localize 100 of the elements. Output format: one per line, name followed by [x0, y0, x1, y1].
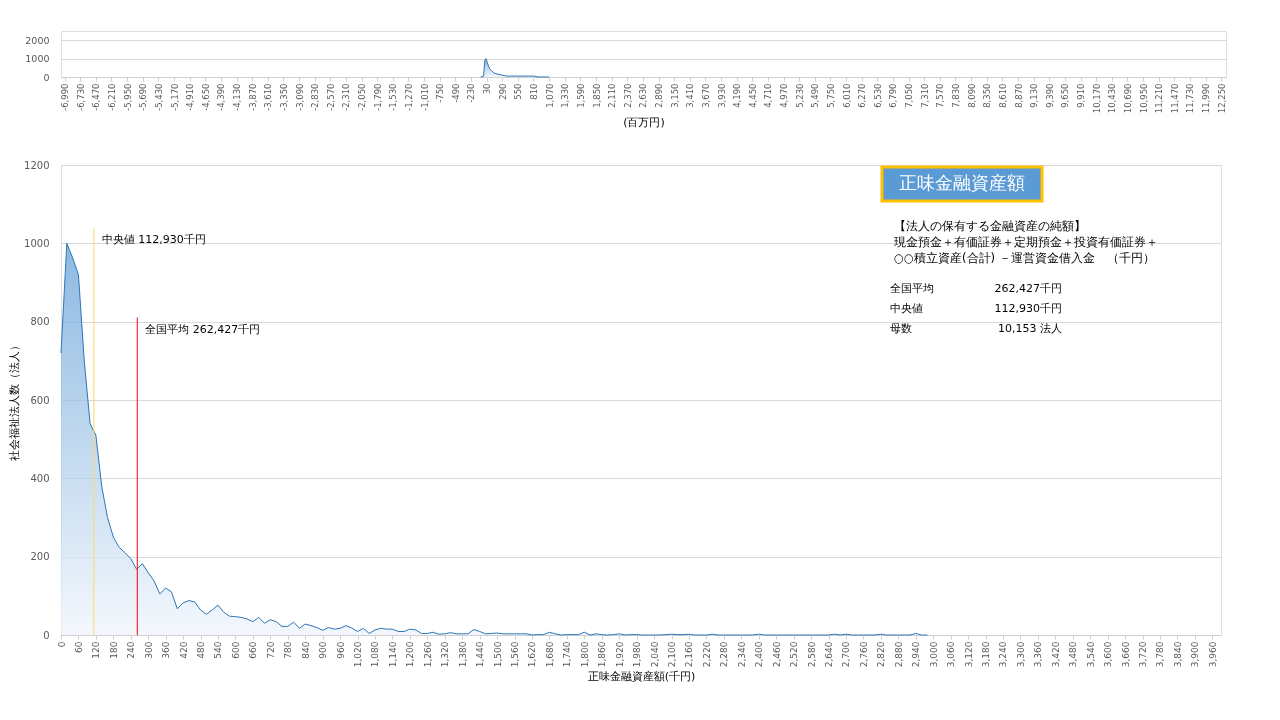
- x-tick-label: -6,730: [75, 83, 86, 111]
- x-tick-label: 480: [196, 641, 207, 659]
- x-tick-label: 1,140: [387, 641, 398, 668]
- x-tick-label: 1,070: [544, 83, 555, 108]
- x-tick-label: 540: [213, 641, 224, 659]
- x-tick-label: 7,830: [950, 83, 961, 108]
- x-tick-label: -1,270: [403, 83, 414, 111]
- x-tick-label: 1,500: [492, 641, 503, 668]
- x-tick-label: 8,090: [966, 83, 977, 108]
- y-axis-title: 社会福祉法人数（法人）: [8, 340, 22, 461]
- x-tick-label: 3,780: [1155, 641, 1166, 668]
- annotation: 112,930千円: [994, 302, 1062, 315]
- x-tick-label: 12,250: [1216, 83, 1227, 114]
- x-tick-label: 2,630: [638, 83, 649, 108]
- x-tick-label: 1,260: [422, 641, 433, 668]
- x-tick-label: 2,220: [701, 641, 712, 668]
- x-tick-label: -3,090: [294, 83, 305, 111]
- annotation: 10,153 法人: [998, 322, 1062, 335]
- x-tick-label: -5,430: [153, 83, 164, 111]
- x-tick-label: -5,170: [169, 83, 180, 111]
- x-tick-label: -1,790: [372, 83, 383, 111]
- x-tick-label: 7,050: [904, 83, 915, 108]
- x-tick-label: 2,110: [607, 83, 618, 108]
- x-tick-label: 1,850: [591, 83, 602, 108]
- x-tick-label: 2,160: [684, 641, 695, 668]
- x-tick-label: -2,050: [357, 83, 368, 111]
- x-tick-label: 3,840: [1172, 641, 1183, 668]
- x-tick-label: 1,020: [353, 641, 364, 668]
- annotation: 【法人の保有する金融資産の純額】: [894, 219, 1086, 233]
- x-tick-label: 120: [91, 641, 102, 659]
- y-tick-label: 0: [43, 71, 50, 83]
- x-tick-label: -490: [450, 83, 461, 103]
- y-tick-label: 400: [30, 472, 50, 484]
- x-tick-label: -3,870: [247, 83, 258, 111]
- x-tick-label: 4,710: [763, 83, 774, 108]
- x-tick-label: 5,490: [810, 83, 821, 108]
- x-tick-label: -6,990: [60, 83, 71, 111]
- x-tick-label: 9,130: [1029, 83, 1040, 108]
- x-tick-label: 9,390: [1044, 83, 1055, 108]
- x-tick-label: 180: [108, 641, 119, 659]
- x-tick-label: -5,950: [122, 83, 133, 111]
- x-tick-label: 1,980: [632, 641, 643, 668]
- x-tick-label: 3,000: [928, 641, 939, 668]
- x-tick-label: 1,680: [544, 641, 555, 668]
- annotation: 現金預金＋有価証券＋定期預金＋投資有価証券＋: [894, 235, 1158, 249]
- x-tick-label: 960: [335, 641, 346, 659]
- x-tick-label: 780: [283, 641, 294, 659]
- y-tick-label: 2000: [25, 34, 50, 46]
- x-tick-label: 0: [56, 641, 67, 648]
- x-tick-label: 9,910: [1076, 83, 1087, 108]
- x-axis-title: 正味金融資産額(千円): [587, 670, 696, 684]
- x-tick-label: 600: [230, 641, 241, 659]
- x-tick-label: -4,910: [185, 83, 196, 111]
- y-tick-label: 1200: [24, 159, 50, 171]
- x-tick-label: 1,860: [597, 641, 608, 668]
- x-tick-label: 3,900: [1190, 641, 1201, 668]
- x-tick-label: 810: [528, 83, 539, 100]
- y-tick-label: 600: [30, 394, 50, 406]
- x-tick-label: 7,310: [919, 83, 930, 108]
- x-tick-label: 2,040: [649, 641, 660, 668]
- y-tick-label: 1000: [25, 53, 50, 65]
- x-tick-label: 7,570: [935, 83, 946, 108]
- x-tick-label: -5,690: [138, 83, 149, 111]
- x-tick-label: 2,280: [719, 641, 730, 668]
- x-tick-label: 3,930: [716, 83, 727, 108]
- y-tick-label: 0: [43, 629, 50, 641]
- x-tick-label: 2,100: [667, 641, 678, 668]
- x-tick-label: 3,480: [1068, 641, 1079, 668]
- x-tick-label: 6,270: [857, 83, 868, 108]
- annotation: 262,427千円: [994, 282, 1062, 295]
- x-tick-label: 11,730: [1185, 83, 1196, 114]
- x-tick-label: -4,390: [216, 83, 227, 111]
- x-tick-label: 6,010: [841, 83, 852, 108]
- y-tick-label: 1000: [24, 237, 50, 249]
- x-tick-label: 3,410: [685, 83, 696, 108]
- x-tick-label: 5,230: [794, 83, 805, 108]
- x-tick-label: 3,720: [1138, 641, 1148, 668]
- x-tick-label: 300: [143, 641, 154, 659]
- x-tick-label: -6,470: [91, 83, 102, 111]
- x-tick-label: 2,880: [893, 641, 904, 668]
- x-tick-label: 2,640: [824, 641, 835, 668]
- x-tick-label: 660: [248, 641, 259, 659]
- x-tick-label: 420: [178, 641, 189, 659]
- x-tick-label: 1,380: [457, 641, 468, 668]
- x-tick-label: 2,520: [789, 641, 800, 668]
- x-tick-label: 9,650: [1060, 83, 1071, 108]
- x-tick-label: 1,920: [614, 641, 625, 668]
- x-tick-label: 550: [513, 83, 524, 100]
- x-tick-label: 1,620: [527, 641, 538, 668]
- x-tick-label: 3,300: [1015, 641, 1026, 668]
- x-tick-label: 2,370: [622, 83, 633, 108]
- x-tick-label: 3,180: [981, 641, 992, 668]
- x-tick-label: 4,190: [732, 83, 743, 108]
- x-tick-label: -6,210: [107, 83, 117, 111]
- x-tick-label: 3,120: [963, 641, 974, 668]
- x-tick-label: 2,700: [841, 641, 852, 668]
- x-tick-label: 3,360: [1033, 641, 1044, 668]
- x-tick-label: -2,570: [325, 83, 336, 111]
- x-tick-label: 3,600: [1103, 641, 1114, 668]
- x-tick-label: 30: [482, 83, 493, 95]
